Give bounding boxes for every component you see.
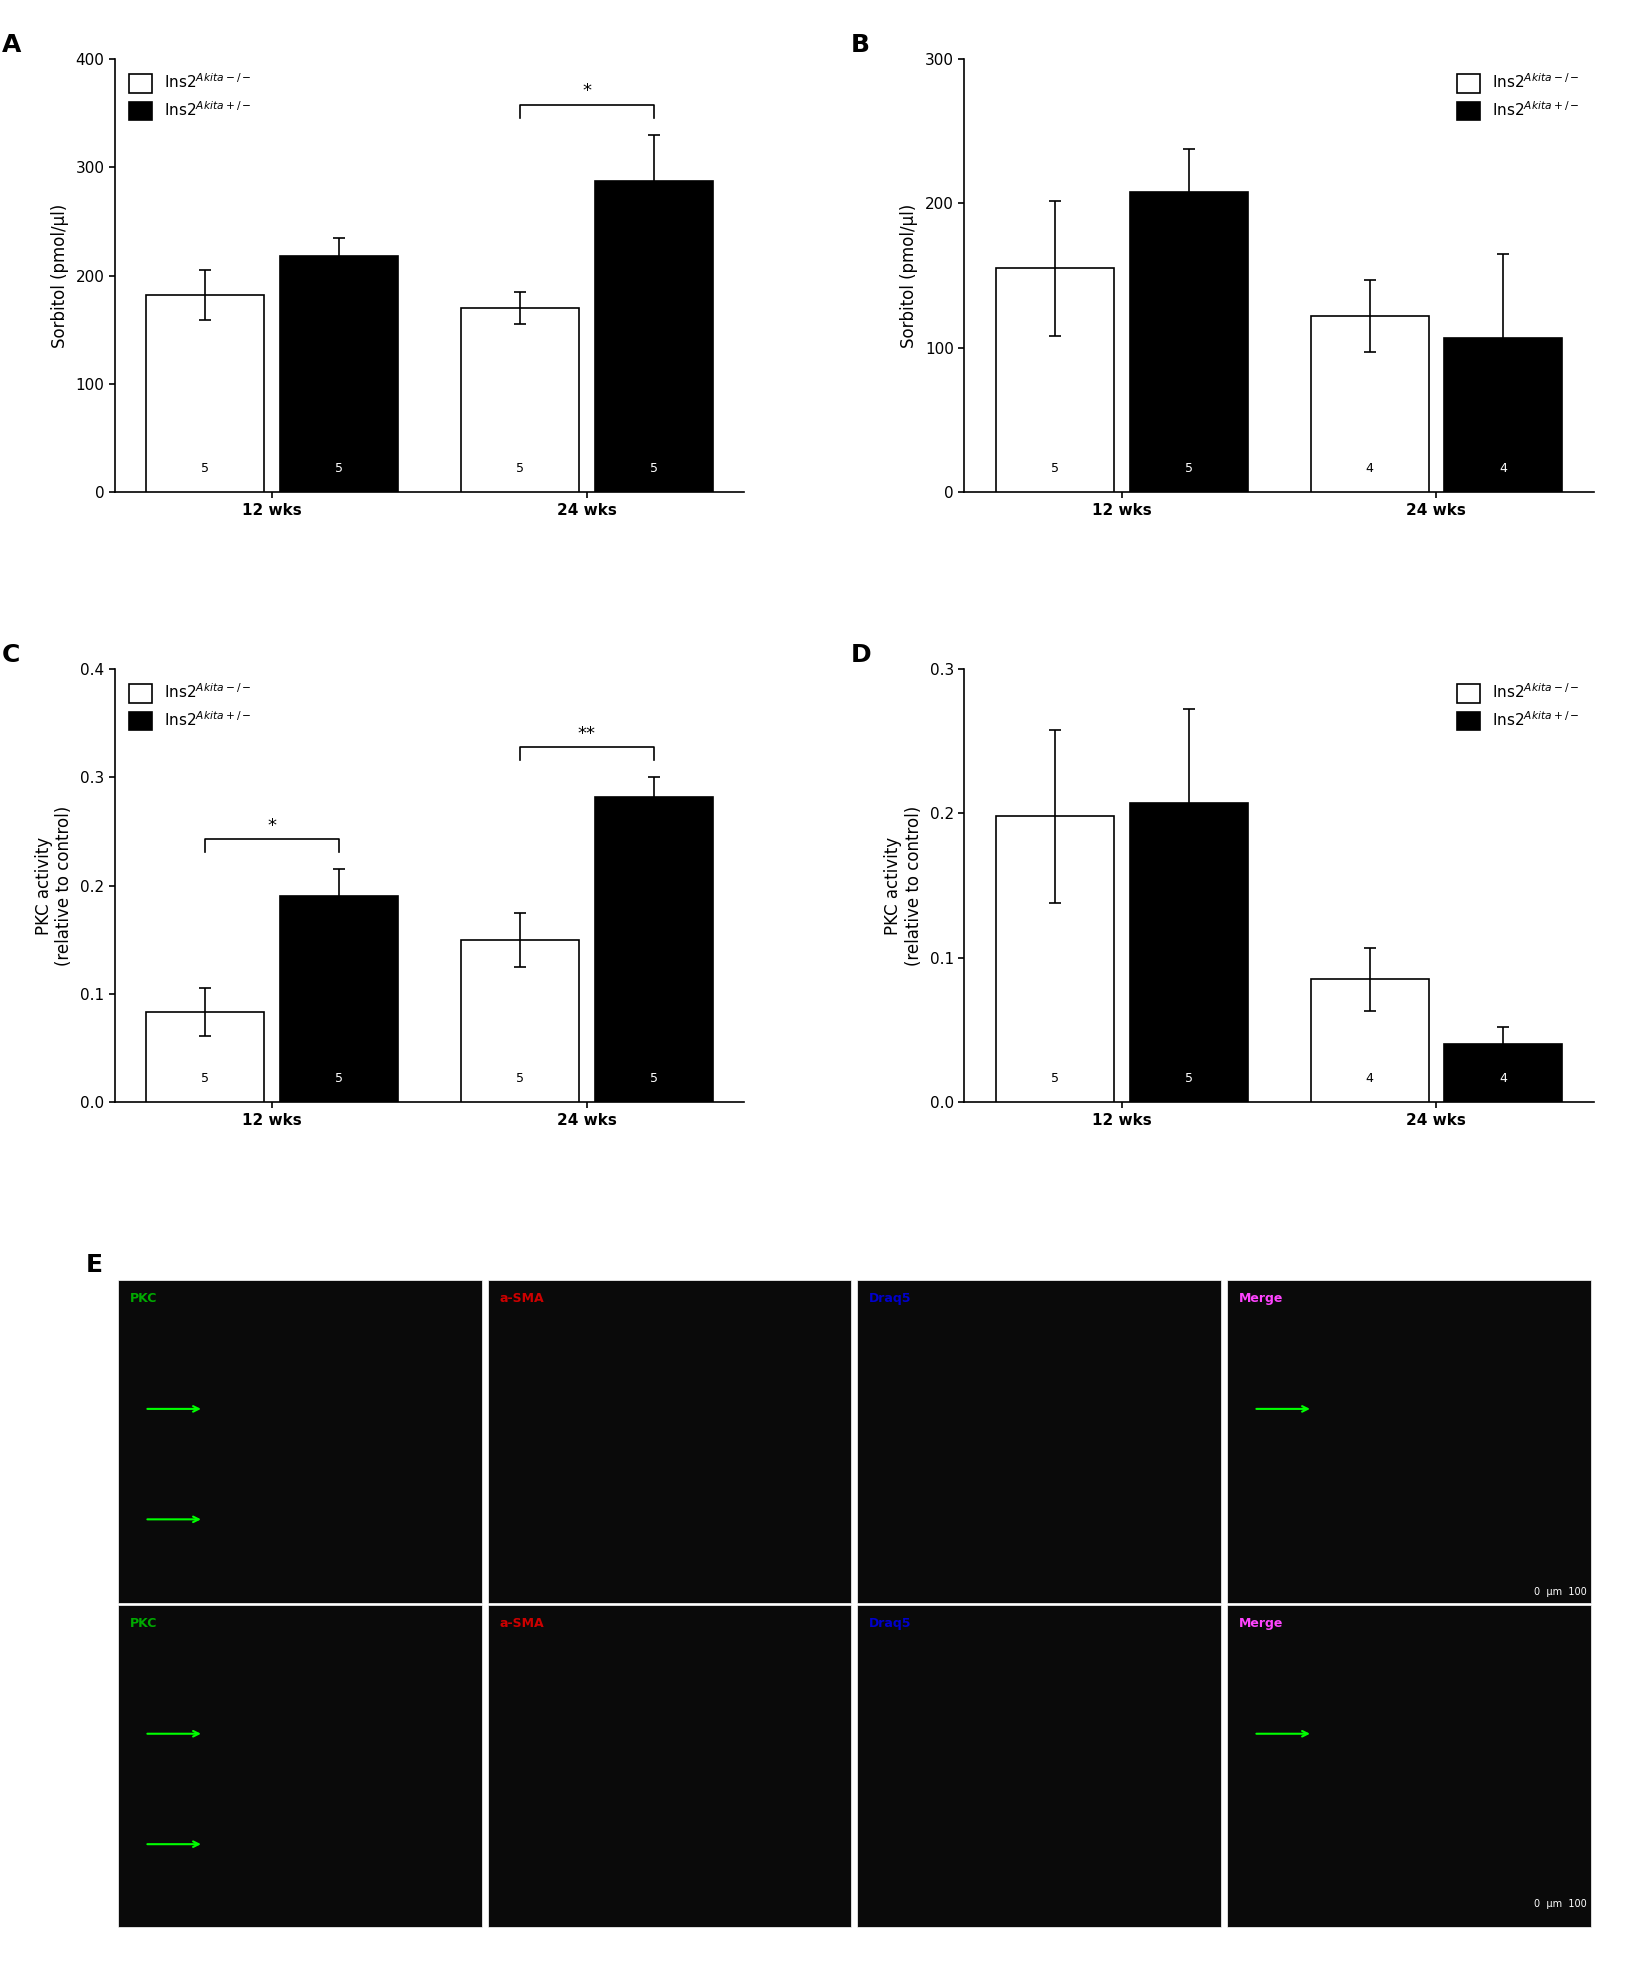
Text: 5: 5 bbox=[1052, 1073, 1060, 1084]
Bar bbox=[462, 309, 578, 492]
Text: Ins2: Ins2 bbox=[58, 1753, 71, 1779]
Bar bbox=[595, 797, 713, 1102]
Legend: Ins2$^{Akita-/-}$, Ins2$^{Akita+/-}$: Ins2$^{Akita-/-}$, Ins2$^{Akita+/-}$ bbox=[1451, 67, 1585, 126]
Text: C: C bbox=[2, 644, 20, 667]
Text: 4: 4 bbox=[1365, 462, 1374, 474]
FancyBboxPatch shape bbox=[488, 1281, 851, 1602]
FancyBboxPatch shape bbox=[858, 1281, 1221, 1602]
Text: 4: 4 bbox=[1500, 1073, 1507, 1084]
Text: 5: 5 bbox=[335, 1073, 343, 1084]
Text: PKC: PKC bbox=[130, 1618, 158, 1630]
Text: 5: 5 bbox=[1185, 1073, 1193, 1084]
Text: 5: 5 bbox=[202, 462, 209, 474]
Bar bbox=[996, 268, 1114, 492]
Text: Merge: Merge bbox=[1239, 1618, 1283, 1630]
Bar bbox=[595, 181, 713, 492]
Text: **: ** bbox=[578, 724, 596, 742]
Bar bbox=[146, 295, 265, 492]
Text: Merge: Merge bbox=[1239, 1291, 1283, 1305]
Text: 5: 5 bbox=[649, 462, 657, 474]
Text: 0  μm  100: 0 μm 100 bbox=[1533, 1588, 1587, 1598]
Text: *: * bbox=[582, 83, 591, 100]
Text: 0  μm  100: 0 μm 100 bbox=[1533, 1899, 1587, 1909]
Text: D: D bbox=[851, 644, 872, 667]
FancyBboxPatch shape bbox=[118, 1606, 481, 1927]
Bar bbox=[1130, 191, 1247, 492]
Bar bbox=[281, 256, 398, 492]
Legend: Ins2$^{Akita-/-}$, Ins2$^{Akita+/-}$: Ins2$^{Akita-/-}$, Ins2$^{Akita+/-}$ bbox=[1451, 677, 1585, 736]
Text: B: B bbox=[851, 33, 871, 57]
Text: E: E bbox=[85, 1254, 102, 1277]
Text: *: * bbox=[268, 817, 276, 834]
Y-axis label: Sorbitol (pmol/μl): Sorbitol (pmol/μl) bbox=[900, 203, 918, 348]
Bar bbox=[146, 1012, 265, 1102]
Text: 5: 5 bbox=[649, 1073, 657, 1084]
Text: 4: 4 bbox=[1500, 462, 1507, 474]
Legend: Ins2$^{Akita-/-}$, Ins2$^{Akita+/-}$: Ins2$^{Akita-/-}$, Ins2$^{Akita+/-}$ bbox=[123, 677, 258, 736]
Bar bbox=[1130, 803, 1247, 1102]
FancyBboxPatch shape bbox=[1227, 1281, 1590, 1602]
Bar bbox=[281, 895, 398, 1102]
Bar bbox=[1444, 1045, 1562, 1102]
Text: $\it{Ins2}^{Akita+/-}$: $\it{Ins2}^{Akita+/-}$ bbox=[84, 1730, 100, 1803]
Text: $\it{Ins2}^{Akita-/-}$: $\it{Ins2}^{Akita-/-}$ bbox=[84, 1405, 100, 1478]
Y-axis label: PKC activity
(relative to control): PKC activity (relative to control) bbox=[884, 805, 923, 966]
Bar bbox=[462, 939, 578, 1102]
Y-axis label: Sorbitol (pmol/μl): Sorbitol (pmol/μl) bbox=[51, 203, 69, 348]
Text: 5: 5 bbox=[516, 1073, 524, 1084]
Legend: Ins2$^{Akita-/-}$, Ins2$^{Akita+/-}$: Ins2$^{Akita-/-}$, Ins2$^{Akita+/-}$ bbox=[123, 67, 258, 126]
Text: A: A bbox=[2, 33, 21, 57]
Text: 5: 5 bbox=[1185, 462, 1193, 474]
FancyBboxPatch shape bbox=[488, 1606, 851, 1927]
Text: 5: 5 bbox=[335, 462, 343, 474]
Text: 4: 4 bbox=[1365, 1073, 1374, 1084]
Text: PKC: PKC bbox=[130, 1291, 158, 1305]
Text: 5: 5 bbox=[202, 1073, 209, 1084]
Text: a-SMA: a-SMA bbox=[499, 1291, 544, 1305]
Text: Draq5: Draq5 bbox=[869, 1291, 912, 1305]
FancyBboxPatch shape bbox=[858, 1606, 1221, 1927]
Bar bbox=[1311, 317, 1428, 492]
FancyBboxPatch shape bbox=[1227, 1606, 1590, 1927]
Text: Ins2: Ins2 bbox=[58, 1429, 71, 1454]
Text: 5: 5 bbox=[1052, 462, 1060, 474]
Bar bbox=[1444, 338, 1562, 492]
Text: 5: 5 bbox=[516, 462, 524, 474]
Y-axis label: PKC activity
(relative to control): PKC activity (relative to control) bbox=[35, 805, 74, 966]
Bar bbox=[1311, 980, 1428, 1102]
FancyBboxPatch shape bbox=[118, 1281, 481, 1602]
Bar bbox=[996, 817, 1114, 1102]
Text: Draq5: Draq5 bbox=[869, 1618, 912, 1630]
Text: a-SMA: a-SMA bbox=[499, 1618, 544, 1630]
